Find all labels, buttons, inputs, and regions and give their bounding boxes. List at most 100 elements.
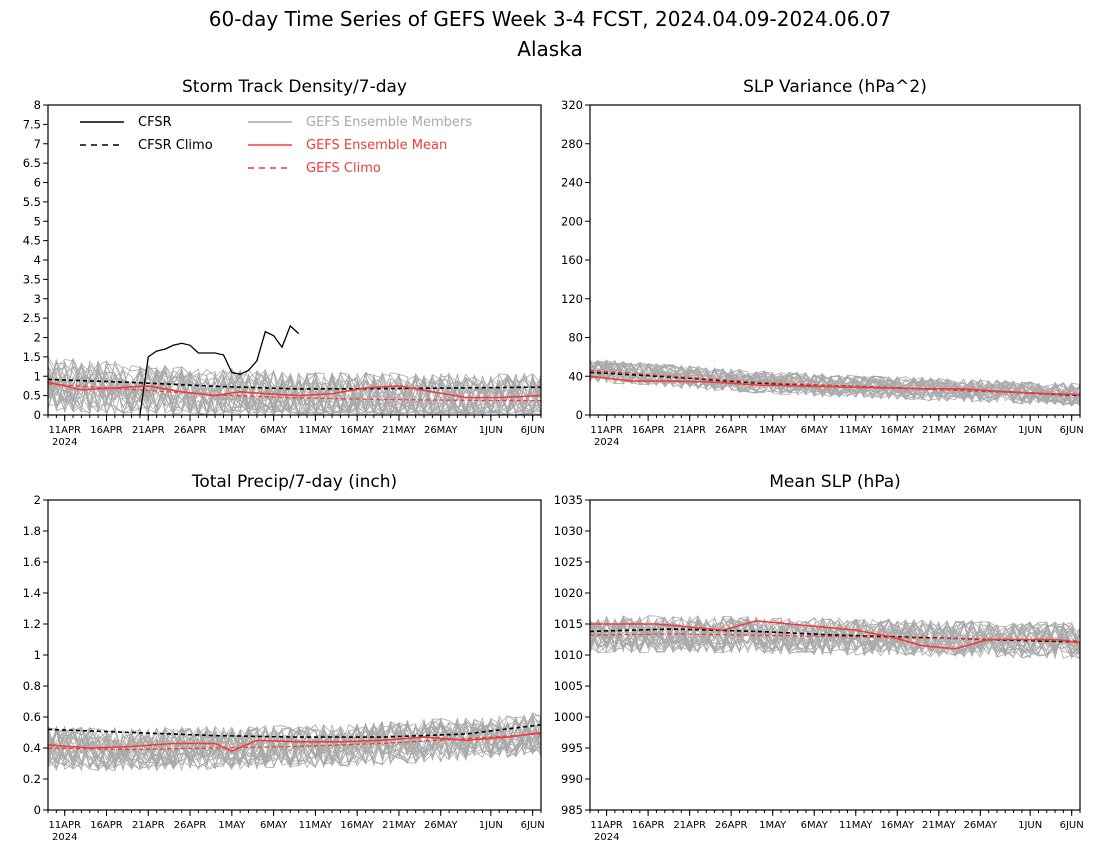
plot-frame [589,499,1081,811]
ensemble-member-line [48,362,541,415]
x-tick-label: 6MAY [260,425,288,436]
y-tick-label: 2.5 [23,311,41,325]
figure-subtitle: Alaska [517,37,582,61]
y-tick-label: 40 [568,369,583,383]
ensemble-member-line [590,360,1080,403]
y-tick-label: 990 [561,772,583,786]
y-tick-label: 80 [568,331,583,345]
y-tick-label: 6 [34,176,41,190]
x-tick-label: 16APR [90,425,123,436]
plot-area [590,614,1080,660]
y-tick-label: 2 [34,331,41,345]
gefs-ensemble-mean-line [48,731,541,752]
x-tick-label: 6MAY [801,820,829,831]
y-tick-label: 1015 [554,617,583,631]
x-tick-label: 21MAY [382,425,416,436]
y-tick-label: 0 [34,408,41,422]
ensemble-member-line [48,365,541,415]
y-tick-label: 120 [561,292,583,306]
x-tick-label: 16APR [90,820,123,831]
ensemble-member-line [48,366,541,415]
cfsr-line [139,324,300,415]
chart-title: SLP Variance (hPa^2) [743,77,927,97]
ensemble-member-line [48,715,541,770]
y-tick-label: 0 [34,803,41,817]
legend-ens-mean-label: GEFS Ensemble Mean [306,138,447,153]
y-tick-label: 0 [576,408,583,422]
x-tick-label: 26APR [174,425,207,436]
ensemble-member-line [590,615,1080,660]
x-tick-label: 11APR [590,820,623,831]
x-tick-label: 16MAY [881,425,915,436]
ensemble-member-line [590,614,1080,659]
ensemble-member-line [48,719,541,770]
x-tick-label: 1JUN [479,820,503,831]
y-tick-label: 1 [34,648,41,662]
x-year-label: 2024 [52,832,77,843]
x-tick-label: 11MAY [299,820,333,831]
y-tick-label: 7 [34,137,41,151]
ensemble-member-line [590,361,1080,407]
y-tick-label: 2 [34,493,41,507]
x-tick-label: 21MAY [922,820,956,831]
x-tick-label: 26APR [174,820,207,831]
y-tick-label: 4.5 [23,234,41,248]
y-tick-label: 1000 [554,710,583,724]
x-tick-label: 6JUN [521,425,545,436]
gefs-climo-line [590,369,1080,396]
x-tick-label: 26MAY [964,820,998,831]
x-tick-label: 6JUN [521,820,545,831]
y-tick-label: 8 [34,98,41,112]
x-tick-label: 26APR [715,820,748,831]
x-tick-label: 6JUN [1060,820,1084,831]
x-tick-label: 11APR [48,820,81,831]
x-tick-label: 21MAY [382,820,416,831]
x-tick-label: 16MAY [881,820,915,831]
y-tick-label: 200 [561,214,583,228]
y-tick-label: 1035 [554,493,583,507]
ensemble-member-line [590,615,1080,656]
legend: CFSR CFSR Climo GEFS Ensemble Members GEFS … [80,115,472,176]
ensemble-member-line [590,364,1080,405]
gefs-climo-line [590,633,1080,642]
y-tick-label: 3 [34,292,41,306]
y-tick-label: 5.5 [23,195,41,209]
x-tick-label: 11APR [48,425,81,436]
plot-area [48,711,541,772]
x-tick-label: 11APR [590,425,623,436]
x-tick-label: 21APR [132,425,165,436]
x-tick-label: 1JUN [479,425,503,436]
chart-title: Total Precip/7-day (inch) [191,472,397,492]
y-tick-label: 1 [34,369,41,383]
y-tick-label: 1005 [554,679,583,693]
ensemble-member-line [48,361,541,415]
x-tick-label: 16MAY [340,425,374,436]
y-tick-label: 7.5 [23,117,41,131]
y-tick-label: 1010 [554,648,583,662]
legend-gefs-climo-label: GEFS Climo [306,161,381,176]
y-tick-label: 1030 [554,524,583,538]
x-tick-label: 1MAY [218,820,246,831]
chart-title: Storm Track Density/7-day [182,77,407,97]
chart-title: Mean SLP (hPa) [769,472,901,492]
chart-panel-2: SLP Variance (hPa^2) 0 40 80 120 160 200 240 280… [561,77,1084,448]
chart-panel-1: Storm Track Density/7-day 0 0.5 1 1.5 2 2.5 3 3.… [23,77,545,448]
x-tick-label: 16MAY [340,820,374,831]
plot-area [590,359,1080,407]
chart-panel-4: Mean SLP (hPa) 985 990 995 1000 1005 1010 1015 1… [554,472,1084,843]
x-tick-label: 1MAY [759,425,787,436]
ensemble-member-line [590,363,1080,407]
ensemble-member-line [590,616,1080,658]
x-tick-label: 26MAY [424,425,458,436]
x-tick-label: 16APR [632,425,665,436]
ensemble-member-line [48,369,541,415]
x-tick-label: 1MAY [218,425,246,436]
ensemble-member-line [48,364,541,415]
y-tick-label: 1.8 [23,524,41,538]
ensemble-member-line [48,719,541,772]
x-tick-label: 11MAY [839,425,873,436]
y-tick-label: 0.6 [23,710,41,724]
plot-frame [47,104,542,416]
y-tick-label: 5 [34,214,41,228]
